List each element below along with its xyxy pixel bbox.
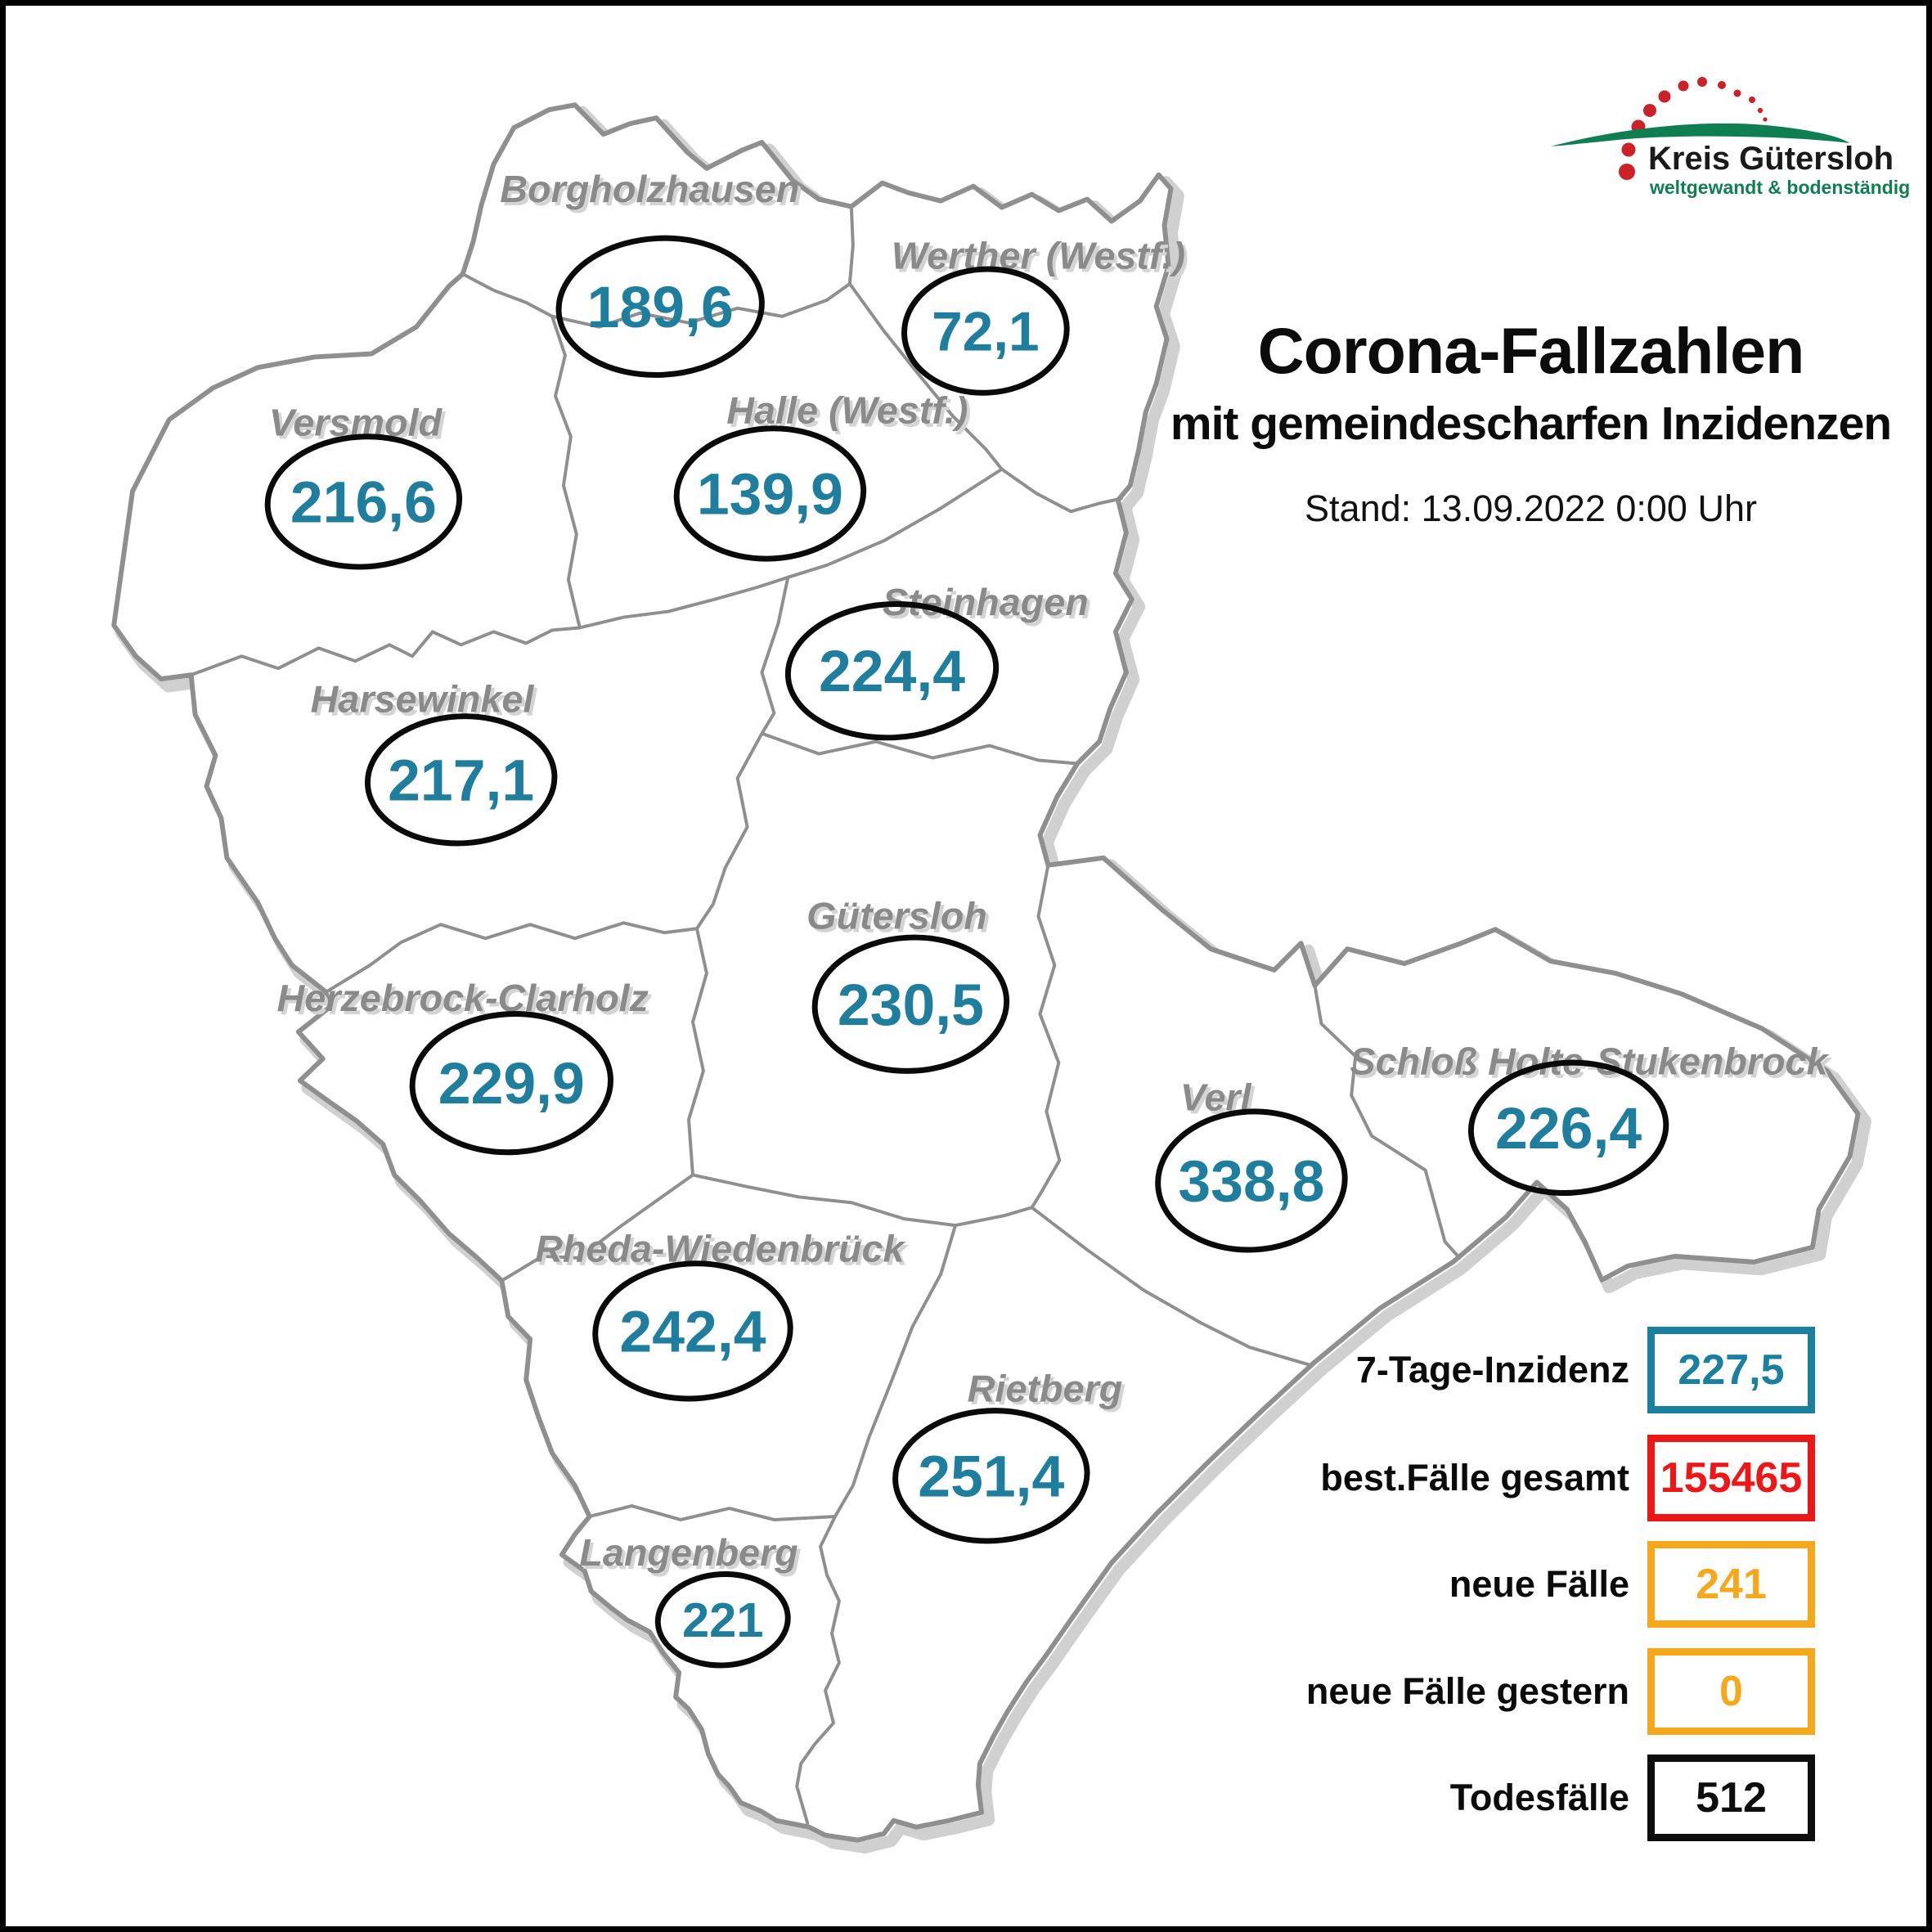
incidence-ellipse-g-tersloh	[811, 934, 1010, 1074]
legend-row-new-cases: neue Fälle 241	[1216, 1539, 1830, 1629]
incidence-value-rheda-wiedenbr-ck: 242,4	[619, 1299, 766, 1364]
incidence-ellipse-rietberg	[892, 1408, 1090, 1544]
logo-dot	[1718, 81, 1726, 89]
incidence-ellipse-borgholzhausen	[555, 235, 765, 378]
incidence-value-halle-westf: 139,9	[697, 461, 843, 527]
incidence-value-herzebrock-clarholz: 229,9	[438, 1051, 585, 1117]
legend-value-box: 227,5	[1647, 1327, 1815, 1413]
municipality-label-shadow-herzebrock-clarholz: Herzebrock-Clarholz	[280, 980, 652, 1022]
municipality-label-harsewinkel: Harsewinkel	[311, 677, 535, 720]
logo-dot	[1678, 80, 1689, 92]
municipality-label-shadow-g-tersloh: Gütersloh	[810, 898, 991, 941]
legend-label: neue Fälle	[1449, 1563, 1629, 1605]
incidence-value-steinhagen: 224,4	[819, 639, 965, 704]
incidence-value-schlo-holte-stukenbrock: 226,4	[1495, 1096, 1642, 1161]
incidence-value-borgholzhausen: 189,6	[587, 275, 734, 340]
legend-value-box: 155465	[1647, 1435, 1815, 1521]
municipality-label-werther-westf: Werther (Westf.)	[892, 235, 1185, 277]
legend-row-total-cases: best.Fälle gesamt 155465	[1216, 1433, 1830, 1523]
incidence-ellipse-herzebrock-clarholz	[409, 1011, 613, 1156]
legend-label: neue Fälle gestern	[1305, 1670, 1629, 1712]
legend-label: best.Fälle gesamt	[1320, 1457, 1629, 1498]
incidence-value-verl: 338,8	[1178, 1148, 1324, 1214]
incidence-ellipse-werther-westf	[901, 266, 1070, 396]
municipality-label-shadow-langenberg: Langenberg	[582, 1534, 801, 1577]
logo-dot	[1697, 77, 1707, 87]
incidence-ellipse-verl	[1155, 1108, 1348, 1253]
logo-dot	[1621, 142, 1636, 157]
municipality-label-rietberg: Rietberg	[968, 1367, 1123, 1409]
logo-dot	[1733, 89, 1741, 97]
incidence-value-langenberg: 221	[682, 1593, 763, 1647]
municipality-label-steinhagen: Steinhagen	[883, 581, 1089, 623]
incidence-value-harsewinkel: 217,1	[388, 748, 534, 813]
logo-dot	[1643, 104, 1656, 117]
municipality-label-shadow-harsewinkel: Harsewinkel	[314, 681, 538, 723]
incidence-ellipse-halle-westf	[673, 425, 867, 562]
incidence-ellipse-schlo-holte-stukenbrock	[1467, 1059, 1669, 1196]
incidence-ellipse-langenberg	[654, 1571, 791, 1669]
municipality-label-shadow-borgholzhausen: Borgholzhausen	[503, 171, 802, 213]
incidence-value-versmold: 216,6	[290, 470, 437, 535]
logo-wordmark: Kreis Gütersloh	[1648, 141, 1894, 177]
page-title: Corona-Fallzahlen	[1257, 314, 1805, 387]
legend-row-incidence: 7-Tage-Inzidenz 227,5	[1216, 1325, 1830, 1415]
legend-value-box: 0	[1647, 1648, 1815, 1735]
logo-dot	[1619, 164, 1635, 180]
incidence-value-rietberg: 251,4	[918, 1444, 1064, 1509]
municipality-label-halle-westf: Halle (Westf.)	[726, 389, 968, 431]
page-subtitle: mit gemeindescharfen Inzidenzen	[1170, 398, 1892, 450]
status-date: Stand: 13.09.2022 0:00 Uhr	[1305, 487, 1757, 529]
legend-value-box: 512	[1647, 1755, 1815, 1841]
logo-dot	[1763, 117, 1768, 122]
kreis-guetersloh-logo: Kreis Gütersloh weltgewandt & bodenständ…	[1551, 77, 1910, 198]
logo-dot	[1757, 107, 1764, 114]
legend-value-box: 241	[1647, 1541, 1815, 1628]
legend-row-new-cases-yesterday: neue Fälle gestern 0	[1216, 1647, 1830, 1737]
district-border	[111, 102, 1861, 1843]
incidence-value-werther-westf: 72,1	[932, 301, 1040, 362]
logo-tagline: weltgewandt & bodenständig	[1649, 177, 1910, 198]
municipality-label-shadow-rietberg: Rietberg	[971, 1370, 1126, 1413]
incidence-value-g-tersloh: 230,5	[838, 973, 984, 1038]
incidence-ellipse-versmold	[264, 434, 463, 570]
municipality-layer: BorgholzhausenBorgholzhausen189,6Werther…	[264, 168, 1832, 1669]
municipality-label-g-tersloh: Gütersloh	[806, 895, 987, 937]
incidence-ellipse-rheda-wiedenbr-ck	[592, 1260, 793, 1402]
logo-dot	[1749, 97, 1755, 103]
municipality-label-shadow-versmold: Versmold	[272, 404, 447, 447]
district-map: BorgholzhausenBorgholzhausen189,6Werther…	[111, 102, 1871, 1854]
municipality-label-shadow-werther-westf: Werther (Westf.)	[895, 238, 1188, 281]
municipality-label-langenberg: Langenberg	[579, 1531, 798, 1574]
municipality-label-rheda-wiedenbr-ck: Rheda-Wiedenbrück	[535, 1227, 905, 1269]
incidence-ellipse-harsewinkel	[364, 713, 558, 847]
legend-label: Todesfälle	[1449, 1777, 1629, 1818]
legend-row-deaths: Todesfälle 512	[1216, 1753, 1830, 1843]
logo-dot	[1658, 90, 1671, 103]
incidence-ellipse-steinhagen	[784, 600, 1000, 741]
municipality-label-borgholzhausen: Borgholzhausen	[500, 168, 799, 210]
municipality-label-herzebrock-clarholz: Herzebrock-Clarholz	[277, 977, 649, 1019]
title-block: Corona-Fallzahlen mit gemeindescharfen I…	[1144, 318, 1917, 527]
logo-swoosh-icon	[1551, 123, 1849, 146]
legend-label: 7-Tage-Inzidenz	[1355, 1349, 1629, 1391]
municipal-boundaries	[189, 204, 1462, 1825]
